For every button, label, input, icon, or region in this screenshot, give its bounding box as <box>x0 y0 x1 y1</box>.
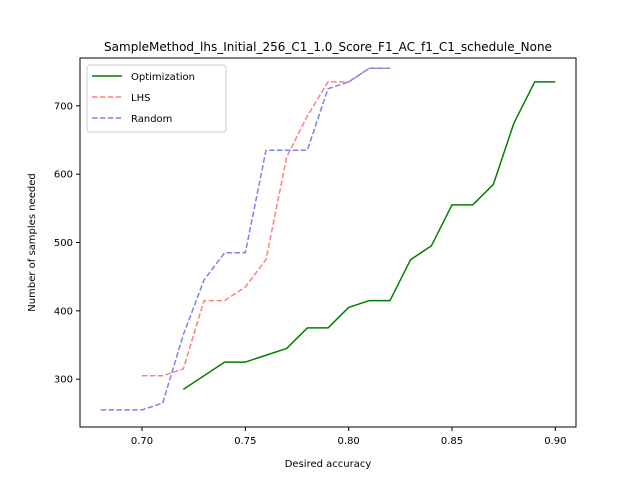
legend-label-optimization: Optimization <box>131 72 195 83</box>
legend-label-lhs: LHS <box>131 93 150 104</box>
legend-label-random: Random <box>131 114 172 125</box>
series-layer <box>100 67 556 411</box>
y-tick-label: 300 <box>54 375 73 386</box>
x-axis: 0.70 0.75 0.80 0.85 0.90 <box>131 427 566 447</box>
legend-box <box>86 64 227 133</box>
y-tick-label: 600 <box>54 170 73 181</box>
series-line-random <box>100 67 390 411</box>
y-tick-label: 400 <box>54 306 73 317</box>
series-line-lhs <box>142 67 390 377</box>
series-line-optimization <box>182 81 556 391</box>
legend: Optimization LHS Random <box>86 64 227 133</box>
chart-title: SampleMethod_lhs_Initial_256_C1_1.0_Scor… <box>104 40 552 54</box>
x-tick-label: 0.85 <box>441 436 463 447</box>
y-axis: 300 400 500 600 700 <box>54 101 80 386</box>
x-tick-label: 0.70 <box>131 436 153 447</box>
y-tick-label: 700 <box>54 101 73 112</box>
y-axis-label: Number of samples needed <box>27 173 38 311</box>
y-tick-label: 500 <box>54 238 73 249</box>
x-axis-label: Desired accuracy <box>285 459 372 470</box>
x-tick-label: 0.80 <box>338 436 360 447</box>
x-tick-label: 0.90 <box>544 436 566 447</box>
x-tick-label: 0.75 <box>234 436 256 447</box>
